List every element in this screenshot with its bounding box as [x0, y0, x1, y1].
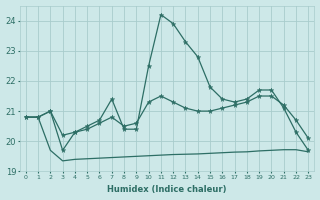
X-axis label: Humidex (Indice chaleur): Humidex (Indice chaleur) — [107, 185, 227, 194]
